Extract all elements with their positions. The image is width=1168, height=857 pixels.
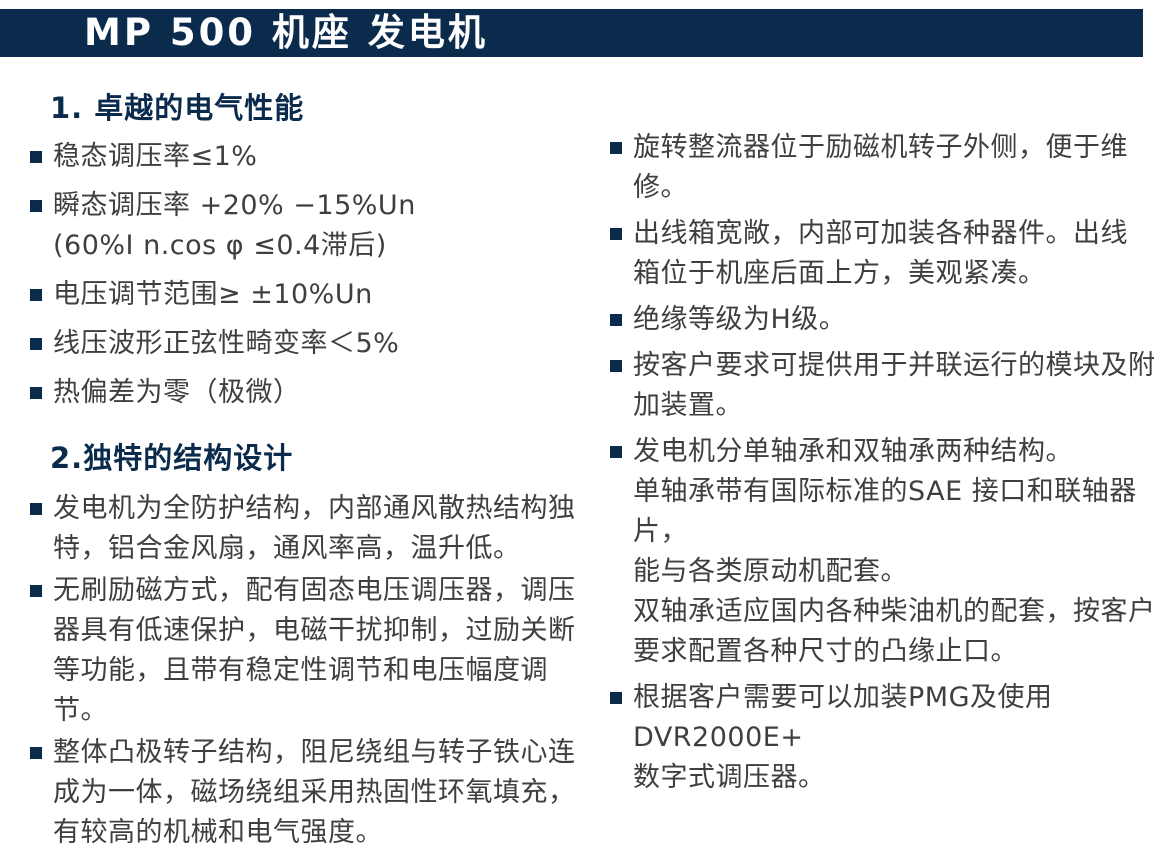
bullet-square-icon (30, 585, 42, 597)
right-column: 旋转整流器位于励磁机转子外侧，便于维修。 出线箱宽敞，内部可加装各种器件。出线 … (610, 128, 1168, 804)
page-title: MP 500 机座 发电机 (84, 11, 488, 54)
list-item-text: 整体凸极转子结构，阻尼绕组与转子铁心连 成为一体，磁场绕组采用热固性环氧填充， … (53, 737, 576, 848)
list-item-text: 无刷励磁方式，配有固态电压调压器，调压 器具有低速保护，电磁干扰抑制，过励关断 … (53, 575, 576, 726)
header-bar: MP 500 机座 发电机 (0, 9, 1143, 57)
bullet-square-icon (610, 228, 622, 240)
list-item-text: 按客户要求可提供用于并联运行的模块及附 加装置。 (633, 350, 1156, 421)
bullet-square-icon (30, 151, 42, 163)
section-2-title: 2.独特的结构设计 (50, 441, 294, 475)
list-item: 无刷励磁方式，配有固态电压调压器，调压 器具有低速保护，电磁干扰抑制，过励关断 … (30, 571, 582, 731)
list-item: 旋转整流器位于励磁机转子外侧，便于维修。 (610, 128, 1168, 208)
bullet-square-icon (610, 360, 622, 372)
bullet-square-icon (610, 446, 622, 458)
list-item-text: 线压波形正弦性畸变率＜5% (53, 328, 400, 359)
list-item: 线压波形正弦性畸变率＜5% (30, 324, 582, 364)
list-item: 出线箱宽敞，内部可加装各种器件。出线 箱位于机座后面上方，美观紧凑。 (610, 214, 1168, 294)
bullet-square-icon (30, 338, 42, 350)
list-item: 根据客户需要可以加装PMG及使用DVR2000E+ 数字式调压器。 (610, 678, 1168, 798)
list-item: 整体凸极转子结构，阻尼绕组与转子铁心连 成为一体，磁场绕组采用热固性环氧填充， … (30, 733, 582, 853)
list-item-text: 热偏差为零（极微） (53, 377, 301, 408)
list-item-text: 出线箱宽敞，内部可加装各种器件。出线 箱位于机座后面上方，美观紧凑。 (633, 218, 1128, 289)
list-item: 发电机分单轴承和双轴承两种结构。 单轴承带有国际标准的SAE 接口和联轴器片， … (610, 432, 1168, 672)
list-item-text: 发电机为全防护结构，内部通风散热结构独 特，铝合金风扇，通风率高，温升低。 (53, 493, 576, 564)
section-1-title: 1. 卓越的电气性能 (50, 91, 305, 125)
list-item: 热偏差为零（极微） (30, 373, 582, 413)
bullet-square-icon (610, 692, 622, 704)
bullet-square-icon (30, 503, 42, 515)
bullet-square-icon (30, 289, 42, 301)
bullet-square-icon (30, 747, 42, 759)
bullet-square-icon (30, 387, 42, 399)
section-1-list: 稳态调压率≤1% 瞬态调压率 +20% −15%Un (60%I n.cos φ… (30, 137, 582, 413)
list-item: 绝缘等级为H级。 (610, 300, 1168, 340)
list-item: 稳态调压率≤1% (30, 137, 582, 177)
bullet-square-icon (610, 314, 622, 326)
list-item: 瞬态调压率 +20% −15%Un (60%I n.cos φ ≤0.4滞后) (30, 186, 582, 266)
list-item-text: 电压调节范围≥ ±10%Un (53, 279, 373, 310)
bullet-square-icon (610, 142, 622, 154)
left-column: 1. 卓越的电气性能 稳态调压率≤1% 瞬态调压率 +20% −15%Un (6… (30, 85, 582, 855)
list-item: 按客户要求可提供用于并联运行的模块及附 加装置。 (610, 346, 1168, 426)
list-item-text: 发电机分单轴承和双轴承两种结构。 单轴承带有国际标准的SAE 接口和联轴器片， … (633, 436, 1156, 667)
list-item-text: 瞬态调压率 +20% −15%Un (60%I n.cos φ ≤0.4滞后) (53, 190, 416, 261)
list-item-text: 旋转整流器位于励磁机转子外侧，便于维修。 (633, 132, 1128, 203)
list-item: 发电机为全防护结构，内部通风散热结构独 特，铝合金风扇，通风率高，温升低。 (30, 489, 582, 569)
list-item: 电压调节范围≥ ±10%Un (30, 275, 582, 315)
list-item-text: 稳态调压率≤1% (53, 141, 258, 172)
list-item-text: 根据客户需要可以加装PMG及使用DVR2000E+ 数字式调压器。 (633, 682, 1053, 793)
list-item-text: 绝缘等级为H级。 (633, 304, 847, 335)
section-2-list: 发电机为全防护结构，内部通风散热结构独 特，铝合金风扇，通风率高，温升低。 无刷… (30, 489, 582, 853)
bullet-square-icon (30, 200, 42, 212)
features-list: 旋转整流器位于励磁机转子外侧，便于维修。 出线箱宽敞，内部可加装各种器件。出线 … (610, 128, 1168, 798)
